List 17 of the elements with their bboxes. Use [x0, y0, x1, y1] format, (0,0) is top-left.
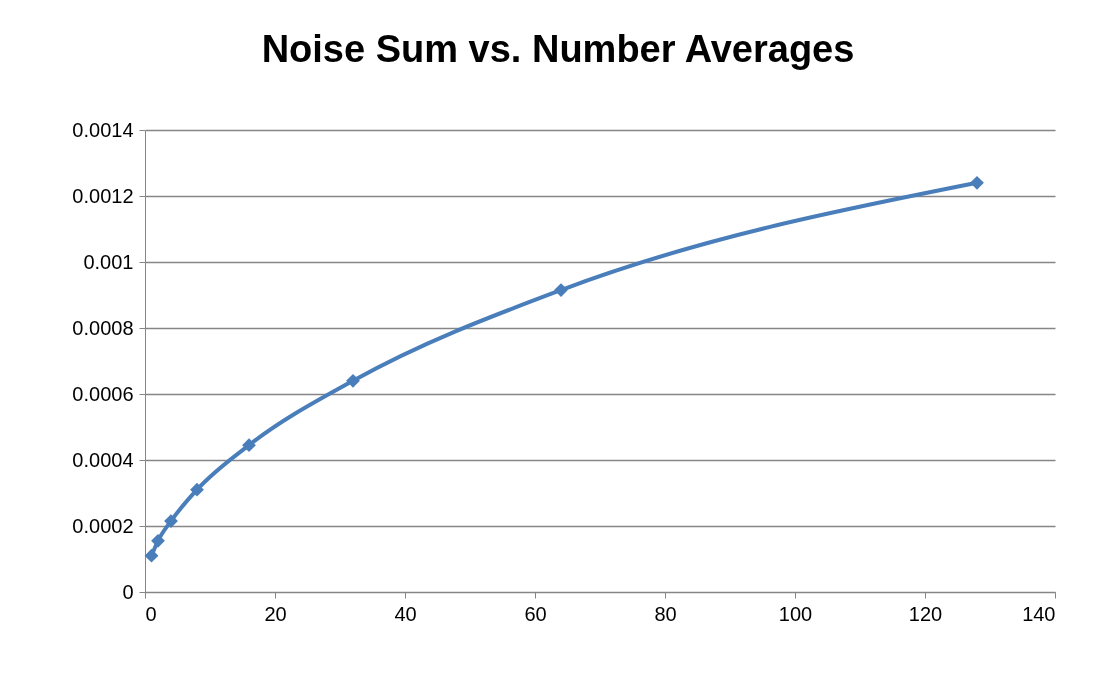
y-tick-label: 0.0004 — [72, 448, 134, 471]
x-tick-label: 120 — [908, 602, 943, 625]
y-tick-label: 0.0008 — [72, 316, 134, 339]
x-tick-label: 40 — [394, 602, 417, 625]
y-tick-label: 0.0014 — [72, 118, 134, 141]
x-tick-label: 20 — [264, 602, 287, 625]
y-tick-label: 0.001 — [83, 250, 134, 273]
y-tick-label: 0.0006 — [72, 382, 134, 405]
y-tick-label: 0 — [122, 580, 134, 603]
x-tick-label: 80 — [654, 602, 677, 625]
y-tick-label: 0.0002 — [72, 514, 134, 537]
x-tick-label: 60 — [524, 602, 547, 625]
x-tick-label: 100 — [778, 602, 813, 625]
x-tick-label: 0 — [145, 602, 157, 625]
x-tick-label: 140 — [1022, 602, 1056, 625]
y-tick-label: 0.0012 — [72, 184, 134, 207]
chart-title: Noise Sum vs. Number Averages — [261, 28, 855, 70]
